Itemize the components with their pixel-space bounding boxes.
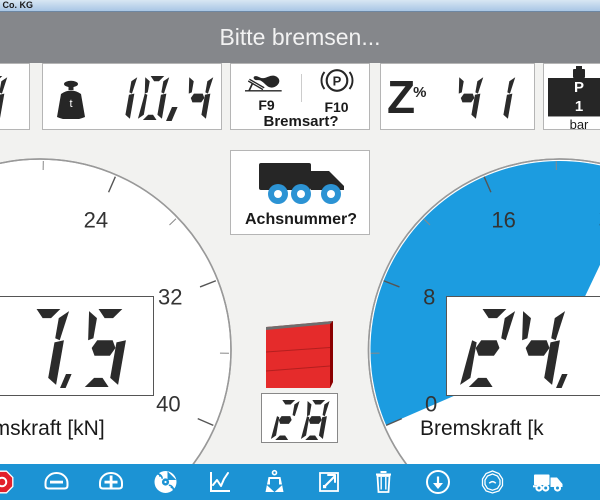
svg-text:40: 40 [156,392,180,417]
svg-text:8: 8 [423,285,435,310]
svg-text:32: 32 [158,285,182,310]
svg-text:16: 16 [0,206,1,231]
svg-text:0: 0 [425,392,437,417]
svg-text:16: 16 [491,207,515,232]
svg-text:24: 24 [84,207,108,232]
